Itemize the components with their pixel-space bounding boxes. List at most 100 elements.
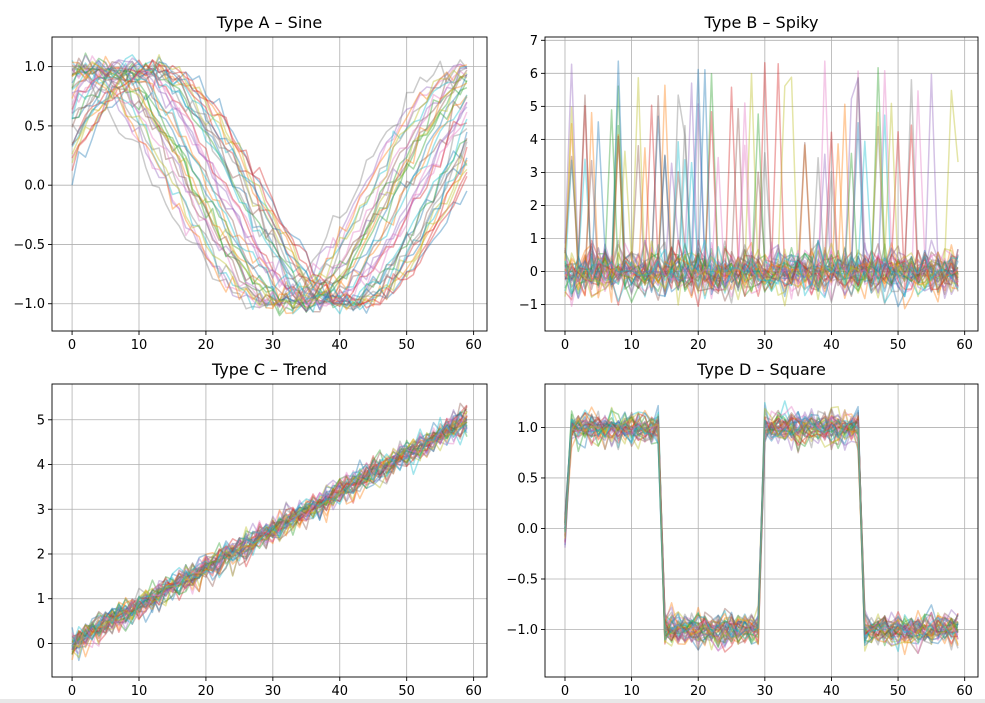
series-line [71, 69, 468, 311]
y-tick-label: 1 [530, 232, 538, 247]
series-line [564, 84, 959, 293]
series-line [71, 63, 468, 313]
series-line [71, 413, 468, 645]
series-line [564, 158, 959, 302]
subplot-title: Type A – Sine [216, 13, 323, 32]
series-line [564, 72, 959, 303]
x-tick-label: 10 [623, 338, 640, 353]
series-line [564, 401, 959, 639]
series-line [564, 409, 959, 647]
series-line [71, 410, 468, 649]
series-line [71, 56, 468, 314]
x-tick-label: 30 [265, 338, 282, 353]
series-line [71, 415, 468, 643]
y-tick-label: 3 [37, 503, 45, 518]
series-line [71, 62, 468, 315]
series-line [71, 424, 467, 647]
x-tick-label: 20 [690, 684, 707, 699]
series-line [564, 62, 959, 306]
y-tick-label: 0 [530, 265, 538, 280]
axes-frame [544, 383, 979, 678]
series-line [564, 415, 959, 645]
y-tick-label: 7 [530, 34, 538, 49]
series-line [71, 61, 468, 309]
series-line [71, 59, 468, 305]
series-line [564, 107, 959, 301]
y-tick-label: 1.0 [24, 60, 45, 75]
series-line [71, 413, 468, 647]
series-line [564, 143, 959, 296]
y-tick-label: 2 [37, 547, 45, 562]
series-line [564, 95, 959, 297]
series-line [564, 69, 959, 286]
series-line [71, 62, 468, 315]
subplot-type-c-trend: Type C – Trend 0 10 20 30 40 50 60 0 1 2 3 4 5 [37, 360, 488, 699]
y-tick-label: 1 [37, 592, 45, 607]
series-line [564, 151, 959, 304]
series-line [564, 155, 959, 308]
series-line [71, 61, 468, 308]
series-line [71, 421, 468, 651]
series-line [72, 414, 468, 644]
series-line [564, 404, 959, 645]
x-tick-label: 60 [465, 338, 482, 353]
series-line [564, 153, 959, 300]
series-line [564, 400, 958, 640]
series-group [564, 60, 959, 310]
subplot-title: Type B – Spiky [704, 13, 819, 32]
series-line [564, 410, 959, 641]
grid-lines [52, 384, 487, 677]
series-line [71, 419, 468, 643]
x-tick-label: 50 [890, 338, 907, 353]
subplot-title: Type D – Square [696, 360, 826, 379]
x-tick-label: 20 [198, 338, 215, 353]
series-line [564, 115, 959, 299]
series-line [564, 414, 959, 647]
series-line [71, 414, 468, 642]
x-tick-label: 0 [561, 338, 569, 353]
x-tick-label: 30 [757, 684, 774, 699]
subplot-type-d-square: Type D – Square 0 10 20 30 40 50 60 −1.0 −0.5 0.0… [506, 360, 979, 699]
y-tick-label: 1.0 [517, 421, 538, 436]
x-tick-label: 20 [690, 338, 707, 353]
series-line [71, 421, 468, 656]
series-line [71, 423, 468, 648]
series-line [71, 416, 468, 646]
series-line [71, 61, 468, 306]
series-line [564, 412, 959, 645]
y-tick-label: 5 [530, 100, 538, 115]
x-tick-label: 40 [331, 338, 348, 353]
series-line [564, 405, 959, 654]
series-line [564, 124, 959, 295]
series-line [71, 61, 468, 313]
series-line [71, 417, 467, 651]
series-line [564, 77, 959, 307]
y-tick-label: 0.0 [24, 179, 45, 194]
series-line [72, 411, 468, 645]
subplot-title: Type C – Trend [211, 360, 327, 379]
series-line [71, 54, 467, 308]
series-line [71, 63, 468, 309]
series-line [71, 64, 468, 311]
series-line [564, 415, 959, 641]
series-line [71, 404, 468, 647]
series-line [564, 140, 959, 298]
series-line [71, 60, 468, 311]
series-line [564, 406, 959, 643]
series-line [71, 63, 468, 309]
series-line [71, 59, 468, 308]
subplot-type-a-sine: Type A – Sine 0 10 20 30 40 50 60 −1.0 −0.5 0.0 0.… [13, 13, 488, 353]
series-line [564, 415, 959, 652]
series-line [564, 152, 959, 293]
series-line [564, 63, 959, 300]
series-line [71, 408, 468, 648]
series-line [71, 57, 468, 312]
series-line [71, 418, 468, 651]
x-tick-label: 0 [561, 684, 569, 699]
series-line [71, 412, 468, 658]
series-line [71, 416, 468, 648]
y-tick-label: −1 [519, 298, 538, 313]
series-line [71, 67, 468, 306]
series-line [564, 103, 959, 303]
grid-lines [52, 37, 487, 331]
